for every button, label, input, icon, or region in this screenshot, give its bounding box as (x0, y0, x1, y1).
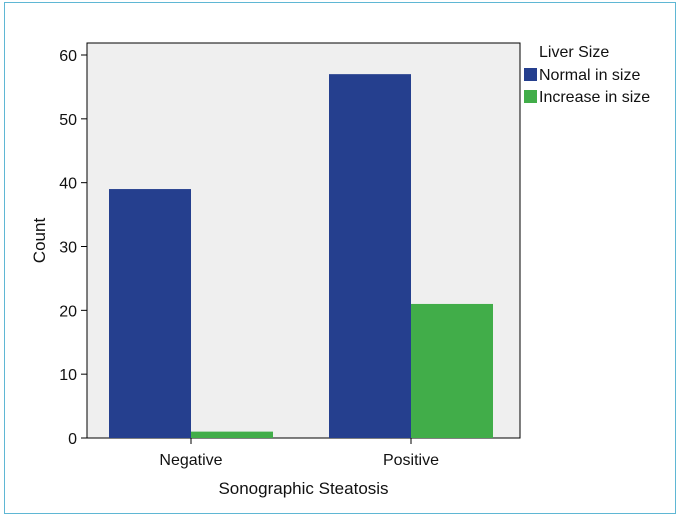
y-tick-label: 50 (59, 112, 77, 129)
chart-frame: 0 10 20 30 40 50 60 Negative Positive Count Son… (4, 2, 676, 514)
x-tick-label: Negative (159, 452, 222, 469)
legend-entry-label: Increase in size (539, 89, 650, 106)
y-axis: 0 10 20 30 40 50 60 (59, 48, 87, 448)
legend-entry-label: Normal in size (539, 67, 640, 84)
bar-chart: 0 10 20 30 40 50 60 Negative Positive Count Son… (30, 42, 650, 498)
x-axis-title: Sonographic Steatosis (218, 479, 388, 498)
y-axis-title: Count (30, 218, 49, 264)
bar-negative-increase-in-size (191, 431, 273, 438)
bar-positive-increase-in-size (411, 303, 493, 438)
legend-title: Liver Size (539, 44, 609, 61)
y-tick-label: 60 (59, 48, 77, 65)
y-tick-label: 40 (59, 176, 77, 193)
bar-negative-normal-in-size (109, 189, 191, 438)
x-tick-label: Positive (383, 452, 439, 469)
legend-swatch (524, 90, 537, 103)
y-tick-label: 10 (59, 367, 77, 384)
bar-positive-normal-in-size (329, 74, 411, 439)
y-tick-label: 20 (59, 303, 77, 320)
legend: Liver Size Normal in size Increase in siz… (524, 44, 650, 106)
bars-group (109, 74, 493, 439)
y-tick-label: 0 (68, 431, 77, 448)
y-tick-label: 30 (59, 240, 77, 257)
legend-swatch (524, 68, 537, 81)
x-axis: Negative Positive (159, 438, 439, 469)
